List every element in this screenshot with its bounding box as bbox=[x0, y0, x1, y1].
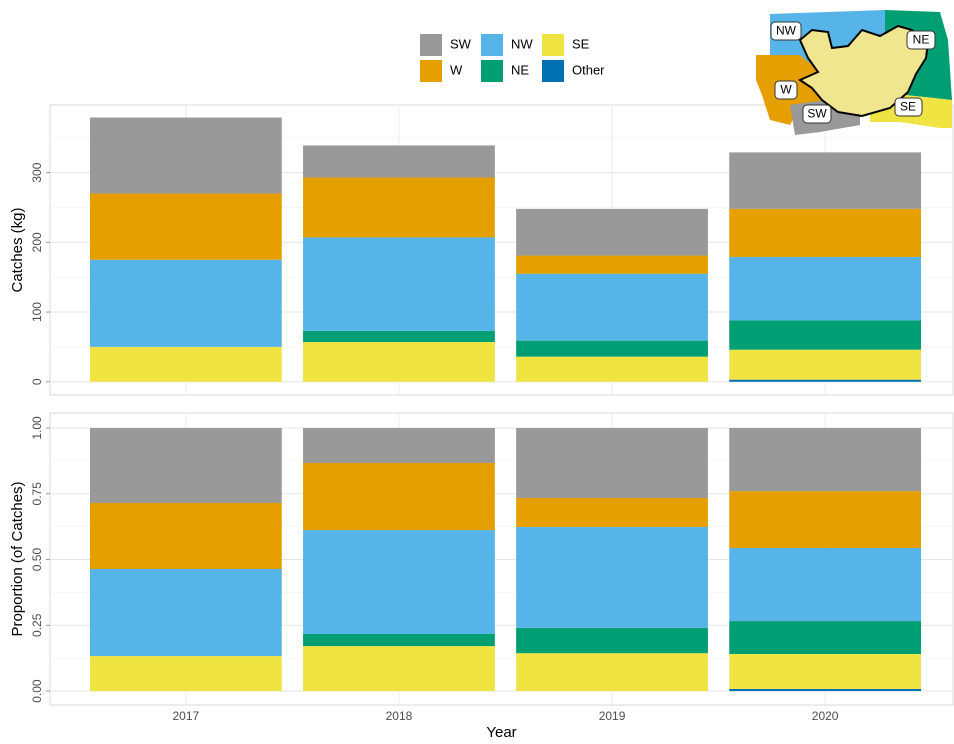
bar-segment bbox=[303, 462, 495, 531]
legend-label: NE bbox=[511, 62, 529, 77]
bar-segment bbox=[729, 379, 922, 382]
bar-segment bbox=[89, 427, 282, 503]
legend-key bbox=[420, 60, 442, 82]
y-tick-label: 0.75 bbox=[30, 482, 44, 506]
y-tick-label: 0.25 bbox=[30, 613, 44, 637]
legend-label: Other bbox=[572, 62, 605, 77]
bar-segment bbox=[516, 340, 708, 357]
legend-key bbox=[542, 60, 564, 82]
map-label: NE bbox=[913, 33, 930, 47]
bar-segment bbox=[89, 193, 282, 260]
map-label: W bbox=[780, 83, 792, 97]
bar-segment bbox=[303, 237, 495, 331]
bar-segment bbox=[729, 688, 922, 692]
bar-segment bbox=[516, 627, 708, 654]
bar-segment bbox=[303, 646, 495, 692]
map-label: NW bbox=[776, 24, 797, 38]
y-tick-label: 0.50 bbox=[30, 548, 44, 572]
x-tick-label: 2017 bbox=[173, 709, 200, 723]
y-tick-label: 0.00 bbox=[30, 679, 44, 703]
bar-segment bbox=[303, 330, 495, 343]
bar-segment bbox=[729, 653, 922, 689]
bar-segment bbox=[729, 208, 922, 257]
legend-label: SW bbox=[450, 36, 472, 51]
legend-key bbox=[542, 34, 564, 56]
x-tick-label: 2020 bbox=[812, 709, 839, 723]
panel-border bbox=[49, 104, 954, 396]
bar-segment bbox=[89, 259, 282, 347]
y-tick-label: 200 bbox=[30, 232, 44, 252]
map-interior bbox=[797, 24, 930, 118]
bar-segment bbox=[303, 427, 495, 463]
bar-segment bbox=[516, 653, 708, 692]
x-tick-label: 2019 bbox=[599, 709, 626, 723]
x-tick-label: 2018 bbox=[386, 709, 413, 723]
legend-key bbox=[481, 60, 503, 82]
y-axis-title: Proportion (of Catches) bbox=[9, 481, 26, 636]
bar-segment bbox=[89, 346, 282, 382]
bar-segment bbox=[729, 491, 922, 548]
map-inset: NW NE W SW SE bbox=[756, 10, 952, 135]
legend-label: SE bbox=[572, 36, 590, 51]
bar-segment bbox=[516, 497, 708, 527]
bar-segment bbox=[729, 547, 922, 622]
bar-segment bbox=[516, 526, 708, 628]
bar-segment bbox=[516, 427, 708, 498]
bar-segment bbox=[303, 145, 495, 178]
legend-label: NW bbox=[511, 36, 533, 51]
bar-segment bbox=[89, 502, 282, 569]
bar-segment bbox=[729, 256, 922, 321]
legend-key bbox=[481, 34, 503, 56]
y-tick-label: 1.00 bbox=[30, 416, 44, 440]
panel-border bbox=[49, 412, 954, 706]
map-labels: NW NE W SW SE bbox=[770, 21, 936, 124]
map-label: SW bbox=[807, 107, 827, 121]
bar-segment bbox=[303, 633, 495, 647]
bar-segment bbox=[729, 621, 922, 654]
bar-segment bbox=[303, 530, 495, 634]
bar-segment bbox=[516, 255, 708, 274]
map-label-box bbox=[802, 104, 832, 124]
y-tick-label: 0 bbox=[30, 378, 44, 385]
map-label-box bbox=[894, 97, 923, 117]
bar-segment bbox=[303, 177, 495, 238]
map-label-box bbox=[906, 30, 936, 50]
map-label-box bbox=[770, 21, 802, 41]
bar-segment bbox=[89, 117, 282, 194]
y-tick-label: 300 bbox=[30, 162, 44, 182]
bar-segment bbox=[729, 152, 922, 209]
bar-segment bbox=[729, 427, 922, 492]
map-label: SE bbox=[900, 100, 916, 114]
map-label-box bbox=[774, 80, 798, 100]
y-tick-label: 100 bbox=[30, 302, 44, 322]
bar-segment bbox=[303, 342, 495, 382]
bar-segment bbox=[89, 568, 282, 657]
bar-segment bbox=[729, 349, 922, 380]
bar-segment bbox=[516, 273, 708, 341]
bar-segment bbox=[729, 320, 922, 350]
legend-key bbox=[420, 34, 442, 56]
bar-segment bbox=[516, 356, 708, 382]
legend-label: W bbox=[450, 62, 463, 77]
y-axis-title: Catches (kg) bbox=[9, 207, 26, 292]
bar-segment bbox=[89, 656, 282, 692]
plot-layer: 0 100 200 300 Catches (kg) SW W NW NE SE Other 0.00… bbox=[9, 34, 954, 741]
x-axis-title: Year bbox=[486, 724, 516, 741]
bar-segment bbox=[516, 208, 708, 256]
